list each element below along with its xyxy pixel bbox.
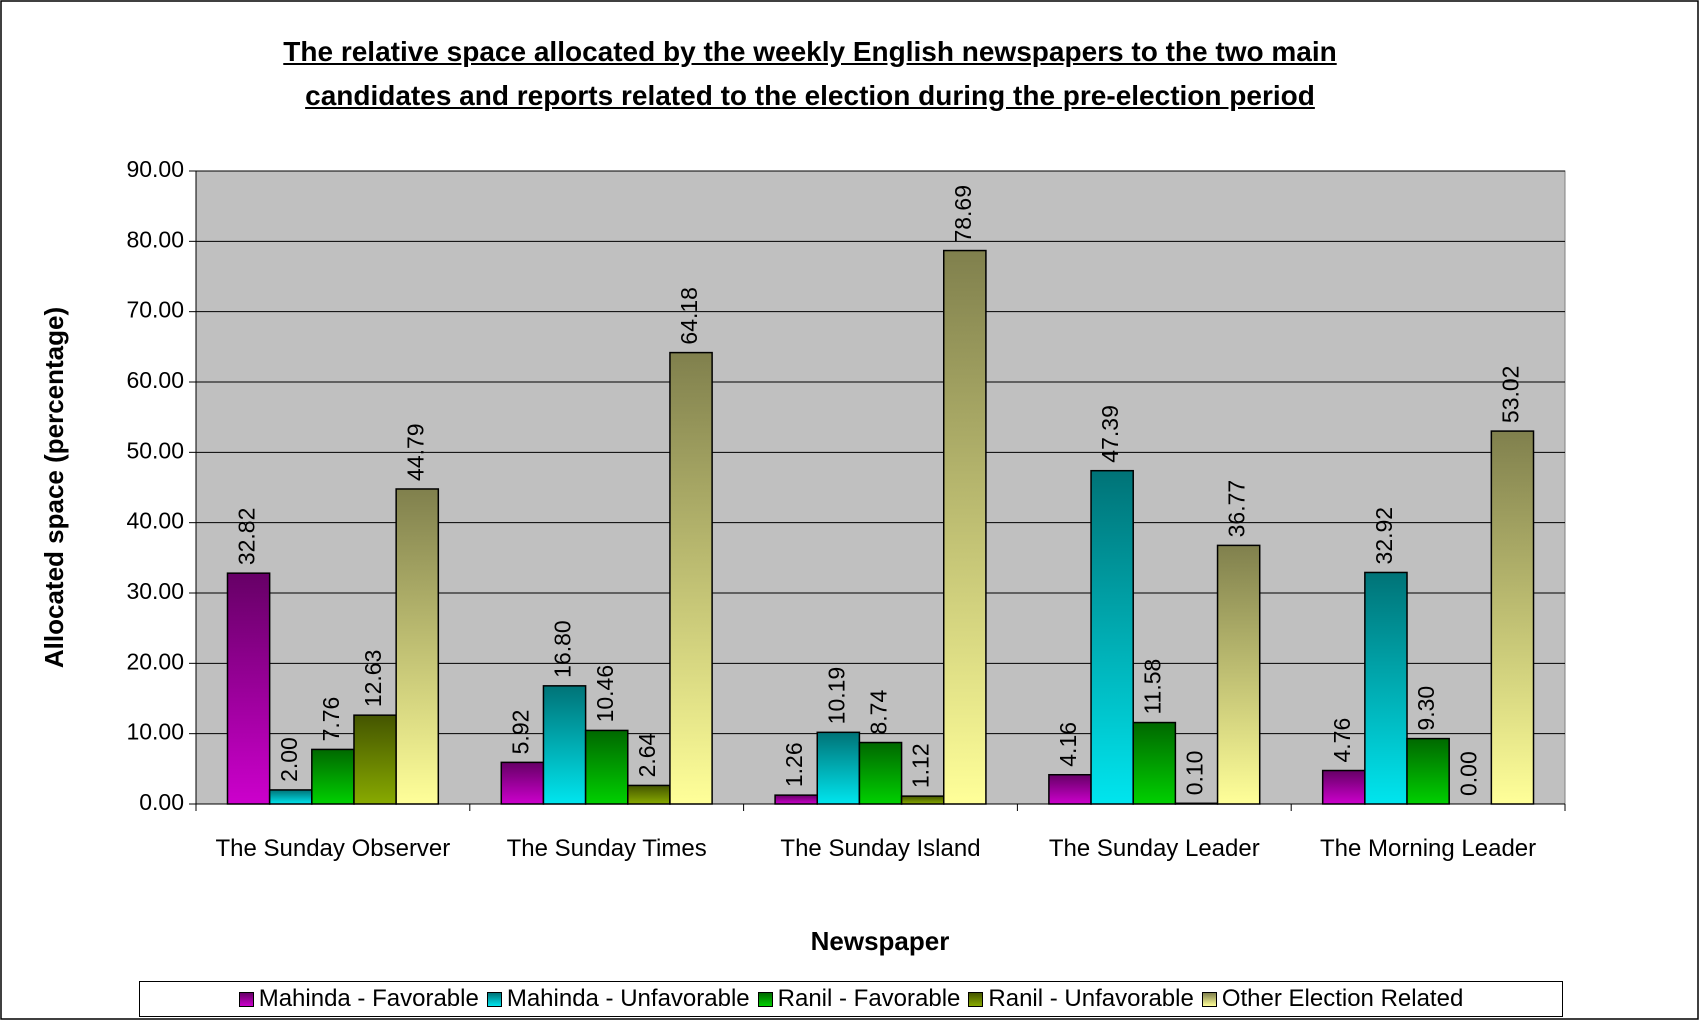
y-tick-label: 60.00 [126,367,184,393]
bar [1174,802,1219,805]
value-label: 47.39 [1097,405,1123,463]
value-label: 0.00 [1455,751,1481,796]
value-label: 11.58 [1139,659,1165,715]
legend-label: Other Election Related [1221,985,1464,1012]
legend-label: Mahinda - Favorable [258,985,479,1012]
bar [942,249,987,805]
y-tick-label: 30.00 [126,578,184,604]
bar [900,795,945,805]
value-label: 2.00 [276,737,302,782]
legend-swatch [1201,991,1217,1007]
legend-label: Ranil - Unfavorable [988,985,1194,1012]
bar [1048,773,1092,805]
bar [1321,769,1366,805]
legend-swatch [757,991,773,1007]
y-tick-label: 0.00 [139,789,184,815]
y-axis-label: Allocated space (percentage) [39,307,69,668]
bar [627,784,671,805]
legend-label: Mahinda - Unfavorable [506,985,750,1012]
x-axis-label: Newspaper [811,926,950,956]
y-tick-label: 20.00 [126,648,184,674]
value-label: 10.46 [592,665,618,723]
value-label: 78.69 [950,185,976,243]
y-tick-label: 90.00 [126,156,184,182]
legend-swatch [486,991,502,1007]
legend-item: Other Election Related [1201,985,1464,1013]
bar [1216,544,1261,805]
bar [669,351,713,805]
x-tick-label: The Sunday Leader [1048,835,1260,862]
value-label: 9.30 [1413,686,1439,731]
value-label: 32.82 [234,508,260,566]
value-label: 1.26 [781,742,807,787]
value-label: 32.92 [1371,507,1397,565]
x-tick-label: The Sunday Island [780,835,981,862]
value-label: 1.12 [908,743,934,788]
bar [774,794,819,805]
y-tick-label: 50.00 [126,437,184,463]
value-label: 10.19 [823,667,849,725]
legend-item: Mahinda - Favorable [238,985,479,1013]
value-label: 4.16 [1055,722,1081,767]
bar [816,731,861,805]
bar [542,685,587,805]
value-label: 36.77 [1224,480,1250,538]
legend-swatch [238,991,254,1007]
bar [500,761,545,805]
legend: Mahinda - Favorable Mahinda - Unfavorable… [139,981,1563,1017]
chart-title: The relative space allocated by the week… [283,36,1337,67]
legend-item: Ranil - Favorable [757,985,961,1013]
value-label: 7.76 [318,697,344,742]
bar [1090,469,1134,805]
y-tick-label: 40.00 [126,508,184,534]
legend-item: Mahinda - Unfavorable [486,985,750,1013]
value-label: 64.18 [676,287,702,345]
bar [226,572,271,805]
value-label: 4.76 [1329,718,1355,763]
bar [1364,571,1408,805]
value-label: 16.80 [550,620,576,678]
x-tick-label: The Sunday Times [506,835,707,862]
value-label: 12.63 [360,650,386,708]
bar [1490,430,1535,805]
bar [311,748,355,805]
value-label: 44.79 [402,423,428,481]
legend-item: Ranil - Unfavorable [968,985,1194,1013]
y-tick-label: 10.00 [126,719,184,745]
legend-label: Ranil - Favorable [777,985,961,1012]
value-label: 2.64 [634,732,660,777]
y-tick-label: 80.00 [126,226,184,252]
bar [858,741,903,805]
x-tick-label: The Morning Leader [1320,835,1537,862]
y-tick-label: 70.00 [126,297,184,323]
bar [584,729,629,805]
bar [353,714,397,805]
legend-swatch [968,991,984,1007]
value-label: 0.10 [1182,751,1208,796]
bar [1406,737,1450,805]
x-tick-label: The Sunday Observer [215,835,451,862]
bar [1132,721,1177,805]
value-label: 5.92 [507,710,533,755]
bar [395,488,440,805]
chart-title: candidates and reports related to the el… [305,80,1315,111]
bar [268,789,313,805]
value-label: 53.02 [1498,366,1524,424]
value-label: 8.74 [866,690,892,735]
